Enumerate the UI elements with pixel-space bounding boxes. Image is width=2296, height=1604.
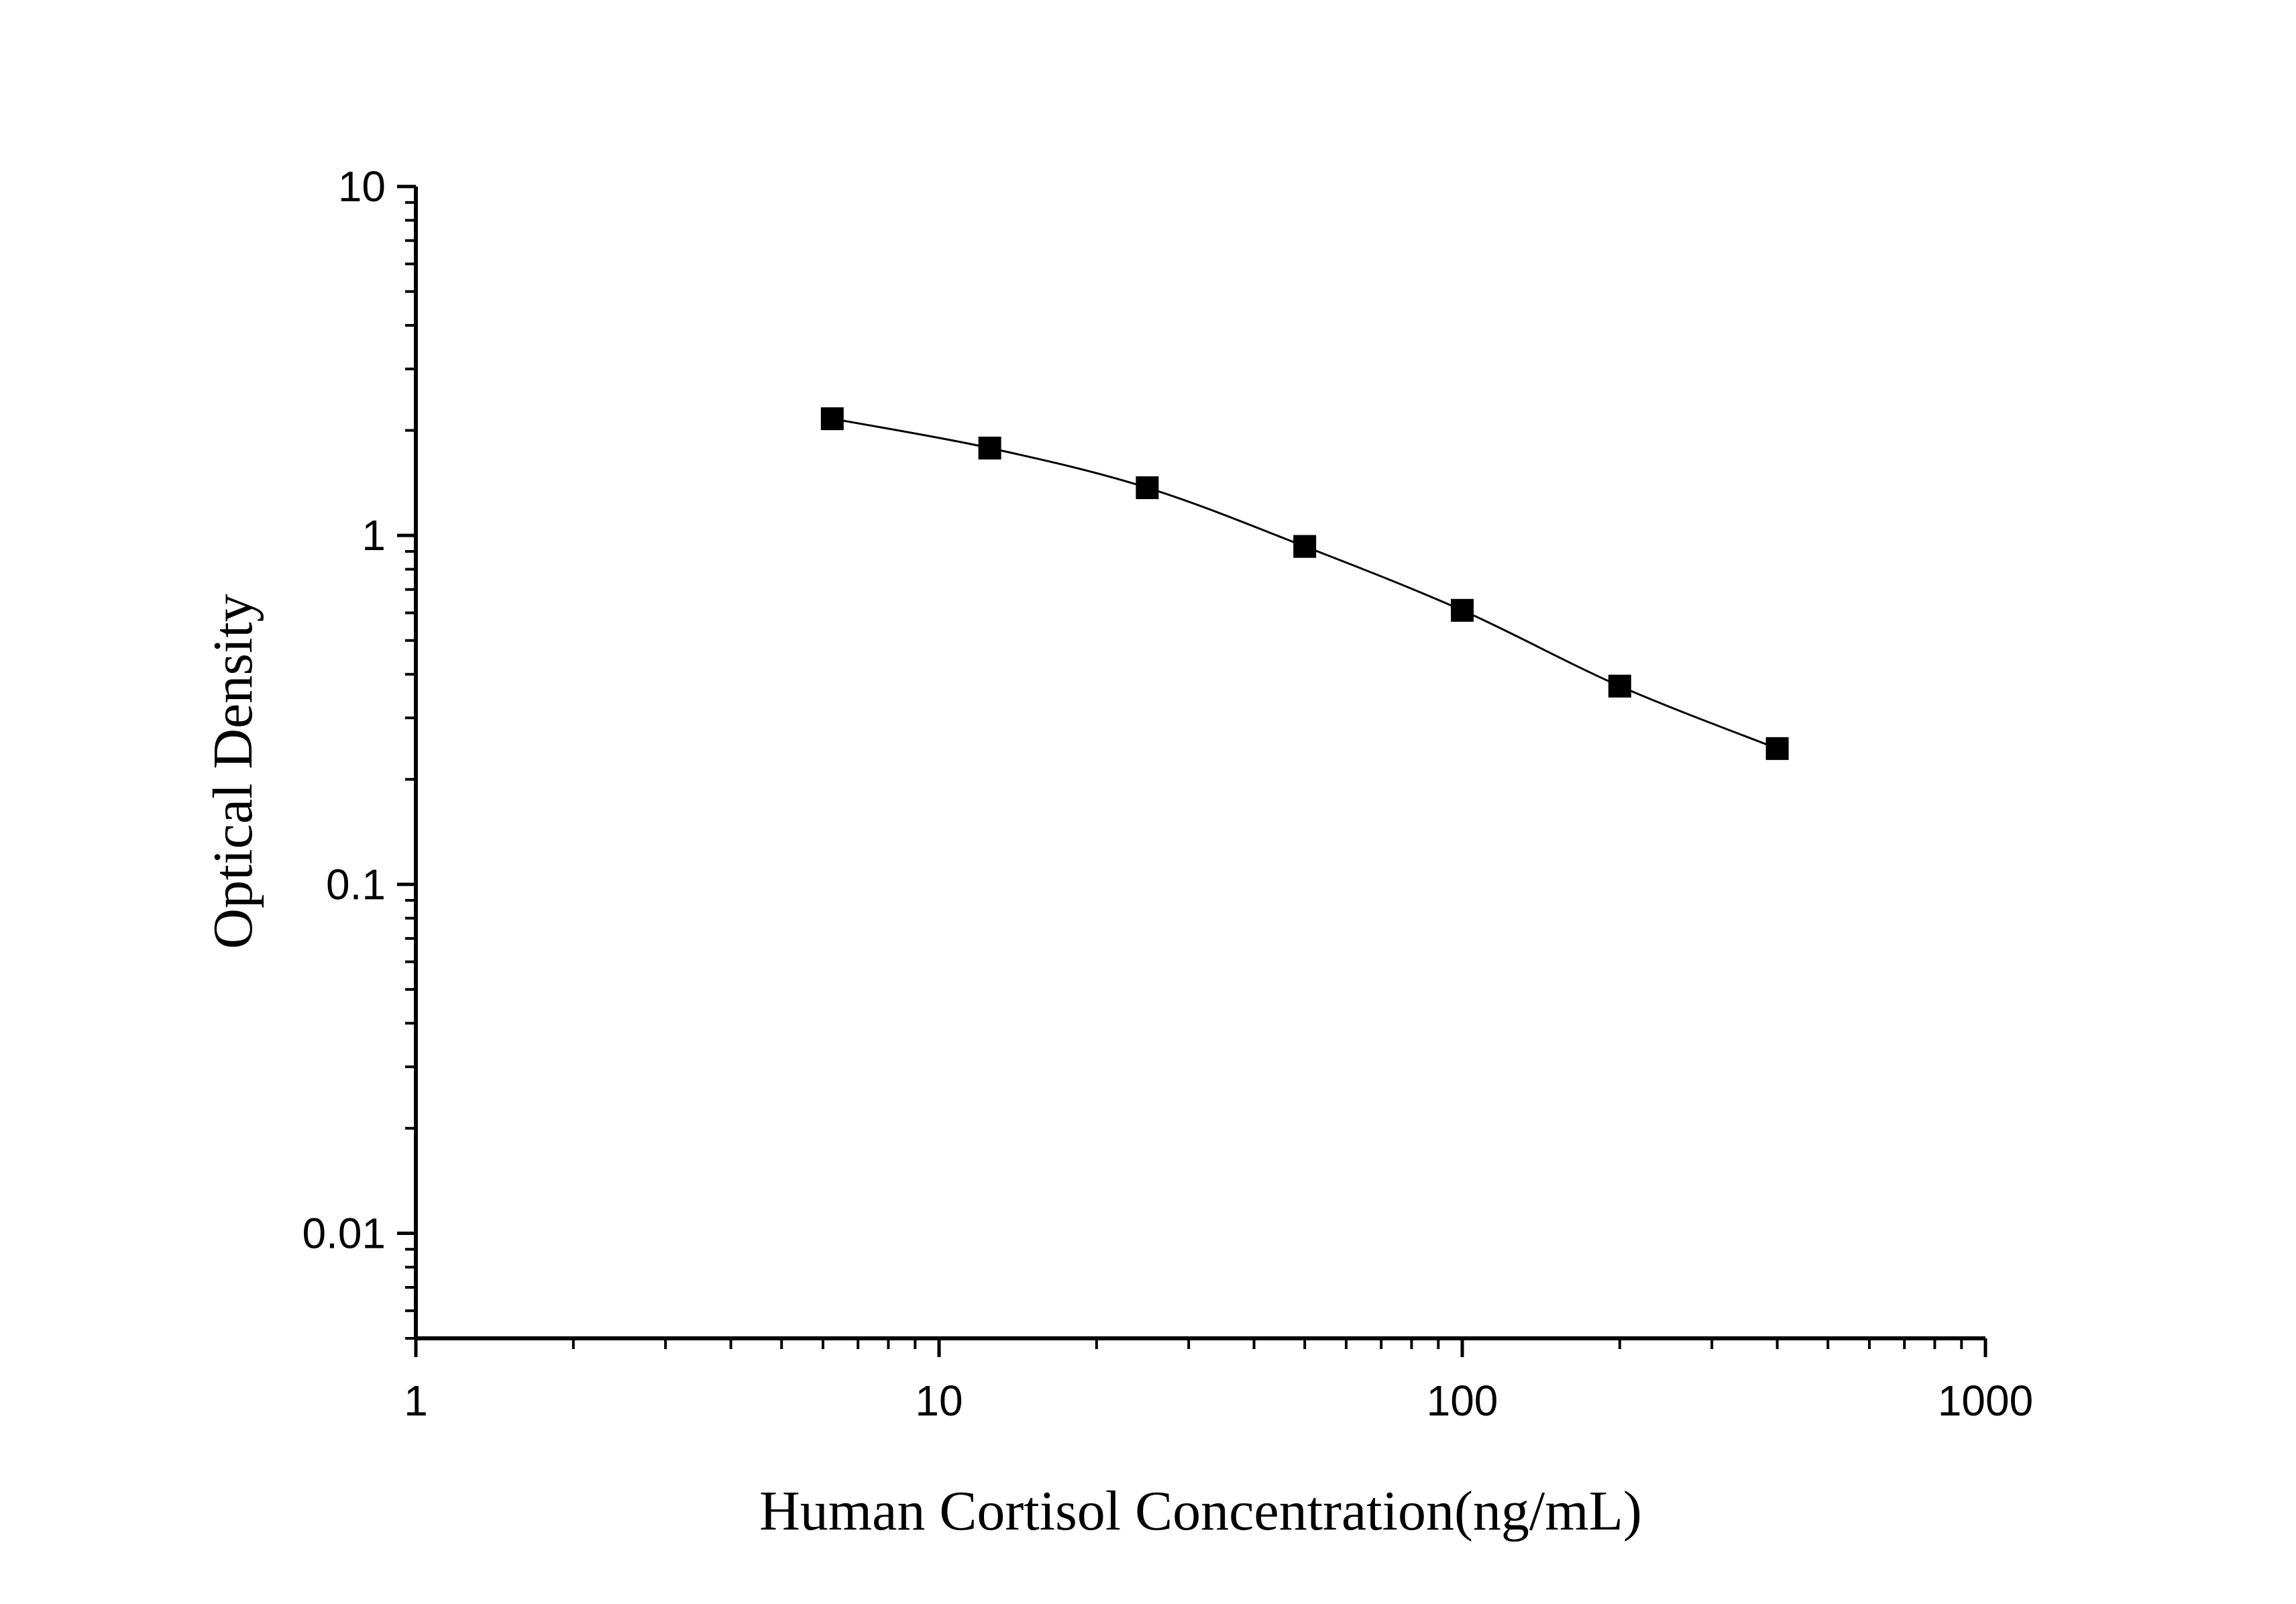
y-tick-label: 0.01 <box>302 1209 386 1257</box>
y-tick-label: 1 <box>362 511 386 559</box>
data-point <box>820 407 844 431</box>
series-line <box>832 417 1778 750</box>
data-point <box>1136 476 1159 500</box>
x-tick-label: 10 <box>915 1377 963 1425</box>
y-axis-title: Optical Density <box>202 594 264 949</box>
x-tick-label: 100 <box>1427 1377 1498 1425</box>
y-tick-label: 10 <box>338 162 386 211</box>
data-point <box>978 436 1001 460</box>
data-point <box>1765 737 1789 760</box>
data-point <box>1293 535 1317 558</box>
y-tick-label: 0.1 <box>326 860 386 908</box>
data-point <box>1451 598 1474 622</box>
x-tick-label: 1000 <box>1938 1377 2033 1425</box>
series <box>820 407 1789 760</box>
axes: 1 10 100 1000 0.01 0.1 1 10 <box>302 162 2033 1425</box>
data-point <box>1608 674 1631 698</box>
x-tick-label: 1 <box>404 1377 428 1425</box>
x-axis-title: Human Cortisol Concentration(ng/mL) <box>759 1480 1642 1542</box>
